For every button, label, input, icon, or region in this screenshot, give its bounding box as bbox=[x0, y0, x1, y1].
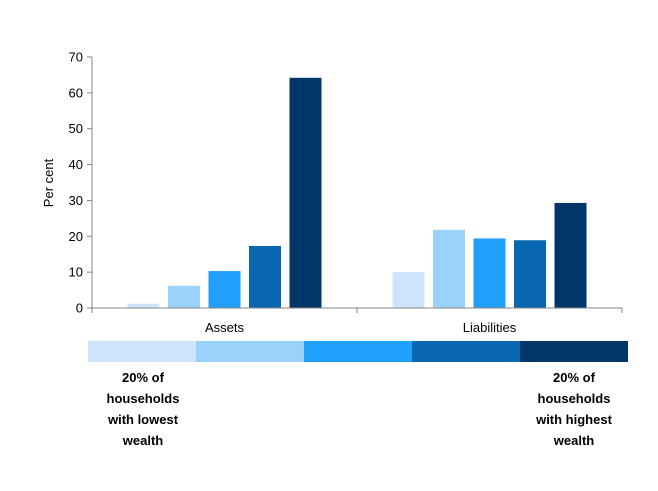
y-tick-label: 20 bbox=[69, 229, 83, 244]
bar-liabilities-5 bbox=[554, 202, 587, 308]
bar-chart: 0 10 20 30 40 50 60 70 Assets Liabilities Per ce… bbox=[41, 50, 623, 335]
y-tick-label: 70 bbox=[69, 50, 83, 65]
y-tick-label: 30 bbox=[69, 193, 83, 208]
bar-assets-1 bbox=[127, 303, 160, 308]
y-tick-label: 60 bbox=[69, 85, 83, 100]
y-tick-label: 40 bbox=[69, 157, 83, 172]
bar-assets-2 bbox=[168, 285, 200, 308]
legend-segment-5 bbox=[520, 341, 628, 362]
bar-liabilities-2 bbox=[433, 229, 465, 308]
x-category-label: Assets bbox=[205, 320, 245, 335]
legend-segment-1 bbox=[88, 341, 196, 362]
y-tick-label: 50 bbox=[69, 121, 83, 136]
bar-assets-3 bbox=[208, 271, 241, 308]
y-tick-label: 10 bbox=[69, 265, 83, 280]
x-category-label: Liabilities bbox=[463, 320, 517, 335]
bar-liabilities-3 bbox=[473, 238, 506, 308]
bar-assets-5 bbox=[289, 77, 322, 308]
legend-segment-2 bbox=[196, 341, 304, 362]
bar-liabilities-4 bbox=[514, 240, 546, 308]
legend-segment-3 bbox=[304, 341, 412, 362]
bar-liabilities-1 bbox=[392, 272, 425, 308]
bar-assets-4 bbox=[249, 245, 281, 308]
legend-note-highest-wealth: 20% of households with highest wealth bbox=[536, 370, 612, 448]
legend-note-lowest-wealth: 20% of households with lowest wealth bbox=[106, 370, 180, 448]
legend-segment-4 bbox=[412, 341, 520, 362]
wealth-gradient-legend bbox=[88, 341, 628, 362]
y-axis-title: Per cent bbox=[41, 158, 56, 207]
y-tick-label: 0 bbox=[76, 301, 83, 316]
